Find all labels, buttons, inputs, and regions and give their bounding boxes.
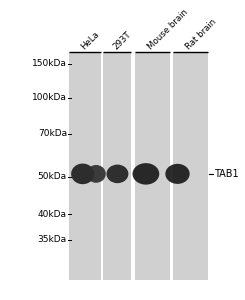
Bar	[69, 52, 101, 280]
Ellipse shape	[107, 165, 128, 183]
Text: 35kDa: 35kDa	[38, 235, 67, 244]
Text: 70kDa: 70kDa	[38, 129, 67, 138]
Ellipse shape	[86, 165, 106, 183]
Ellipse shape	[165, 164, 190, 184]
Text: 293T: 293T	[111, 29, 133, 51]
Text: HeLa: HeLa	[79, 29, 101, 51]
Bar	[135, 52, 170, 280]
Text: 100kDa: 100kDa	[32, 93, 67, 102]
Ellipse shape	[133, 163, 159, 184]
Text: 150kDa: 150kDa	[32, 59, 67, 68]
Text: Rat brain: Rat brain	[184, 17, 218, 51]
Text: 40kDa: 40kDa	[38, 209, 67, 218]
Text: TAB1: TAB1	[214, 169, 239, 179]
Text: Mouse brain: Mouse brain	[146, 7, 190, 51]
Text: 50kDa: 50kDa	[38, 172, 67, 181]
Bar	[173, 52, 208, 280]
Bar	[103, 52, 131, 280]
Ellipse shape	[71, 164, 94, 184]
